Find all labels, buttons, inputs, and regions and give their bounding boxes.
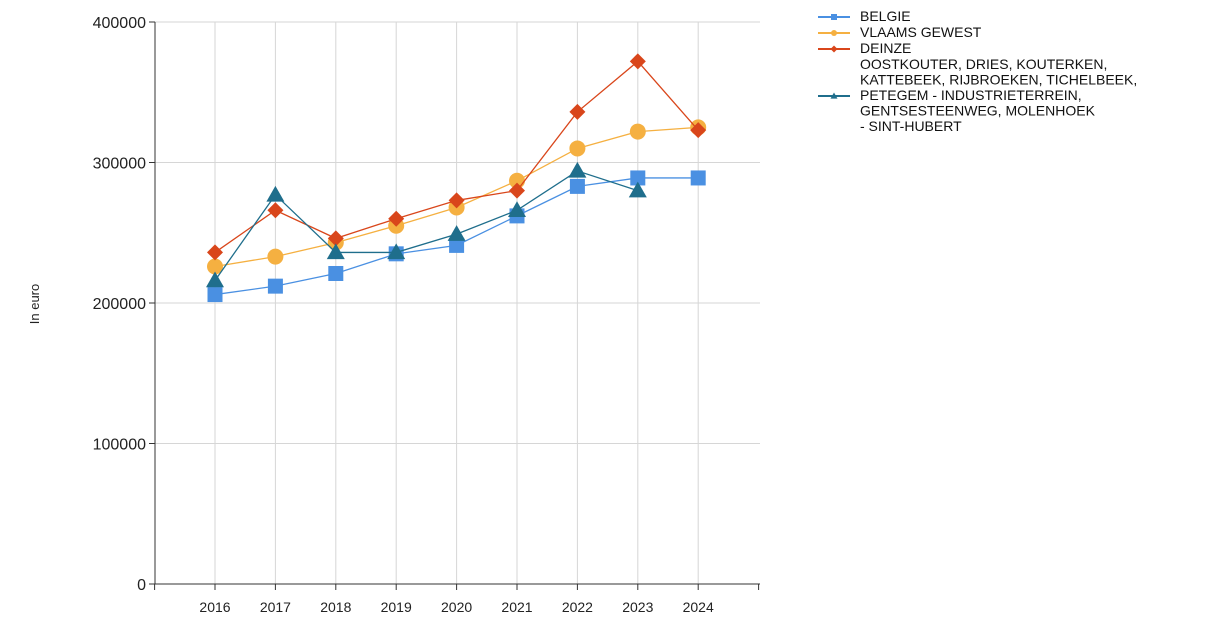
- x-tick-label: 2023: [622, 599, 653, 615]
- legend-label: OOSTKOUTER, DRIES, KOUTERKEN,: [860, 56, 1107, 72]
- data-point: [509, 182, 525, 199]
- data-point: [267, 202, 284, 219]
- data-point: [690, 122, 707, 139]
- data-point: [267, 248, 284, 265]
- data-point: [508, 201, 526, 218]
- y-tick-label: 0: [137, 577, 146, 594]
- legend-label: KATTEBEEK, RIJBROEKEN, TICHELBEEK,: [860, 72, 1137, 88]
- data-point: [207, 244, 223, 261]
- data-point: [569, 140, 586, 157]
- data-point: [629, 53, 646, 70]
- data-point: [448, 192, 465, 209]
- x-tick-label: 2021: [501, 599, 532, 615]
- y-tick-label: 300000: [93, 156, 146, 173]
- x-tick-label: 2022: [562, 599, 593, 615]
- legend-label: BELGIE: [860, 8, 911, 24]
- data-point: [328, 265, 344, 281]
- y-tick-label: 100000: [93, 437, 146, 454]
- series-3: [207, 53, 707, 261]
- x-tick-label: 2024: [683, 599, 714, 615]
- data-point: [569, 103, 586, 120]
- data-point: [630, 170, 646, 186]
- y-tick-label: 400000: [93, 15, 146, 32]
- data-point: [629, 123, 646, 140]
- x-tick-label: 2018: [320, 599, 351, 615]
- data-point: [266, 185, 285, 202]
- legend-label: VLAAMS GEWEST: [860, 24, 982, 40]
- legend-item-4: OOSTKOUTER, DRIES, KOUTERKEN,KATTEBEEK, …: [818, 56, 1137, 134]
- legend-label: PETEGEM - INDUSTRIETERREIN,: [860, 87, 1082, 103]
- legend-label: DEINZE: [860, 40, 911, 56]
- data-point: [267, 278, 283, 294]
- data-point: [207, 287, 223, 303]
- data-point: [387, 243, 406, 260]
- legend-swatch-marker: [830, 92, 838, 99]
- data-point: [690, 170, 706, 186]
- data-point: [207, 258, 223, 275]
- x-tick-label: 2020: [441, 599, 472, 615]
- legend-label: - SINT-HUBERT: [860, 118, 962, 134]
- x-tick-label: 2017: [260, 599, 291, 615]
- data-point: [628, 181, 647, 198]
- data-point: [327, 230, 344, 247]
- legend-item-2: VLAAMS GEWEST: [818, 24, 982, 40]
- data-point: [568, 161, 587, 178]
- series-4: [206, 161, 647, 288]
- x-tick-label: 2019: [381, 599, 412, 615]
- y-axis-label: In euro: [27, 284, 42, 324]
- series-group: [206, 53, 707, 303]
- data-point: [449, 237, 465, 253]
- legend-swatch-marker: [831, 30, 837, 36]
- data-point: [447, 225, 466, 241]
- data-point: [569, 178, 585, 194]
- legend-item-1: BELGIE: [818, 8, 911, 24]
- legend-swatch-marker: [831, 14, 837, 20]
- series-line: [214, 170, 639, 281]
- data-point: [326, 243, 345, 260]
- y-tick-label: 200000: [93, 296, 146, 313]
- x-tick-label: 2016: [199, 599, 230, 615]
- legend-item-3: DEINZE: [818, 40, 911, 56]
- data-point: [206, 271, 224, 288]
- grid-lines: [155, 21, 760, 584]
- legend-label: GENTSESTEENWEG, MOLENHOEK: [860, 103, 1096, 119]
- legend-swatch-marker: [830, 45, 838, 53]
- y-axis-ticks: 0 100000 200000 300000 400000: [93, 15, 155, 594]
- data-point: [388, 210, 405, 227]
- x-axis-ticks: 2016 2017 2018 2019 2020 2021 2022 2023 2024: [154, 584, 760, 615]
